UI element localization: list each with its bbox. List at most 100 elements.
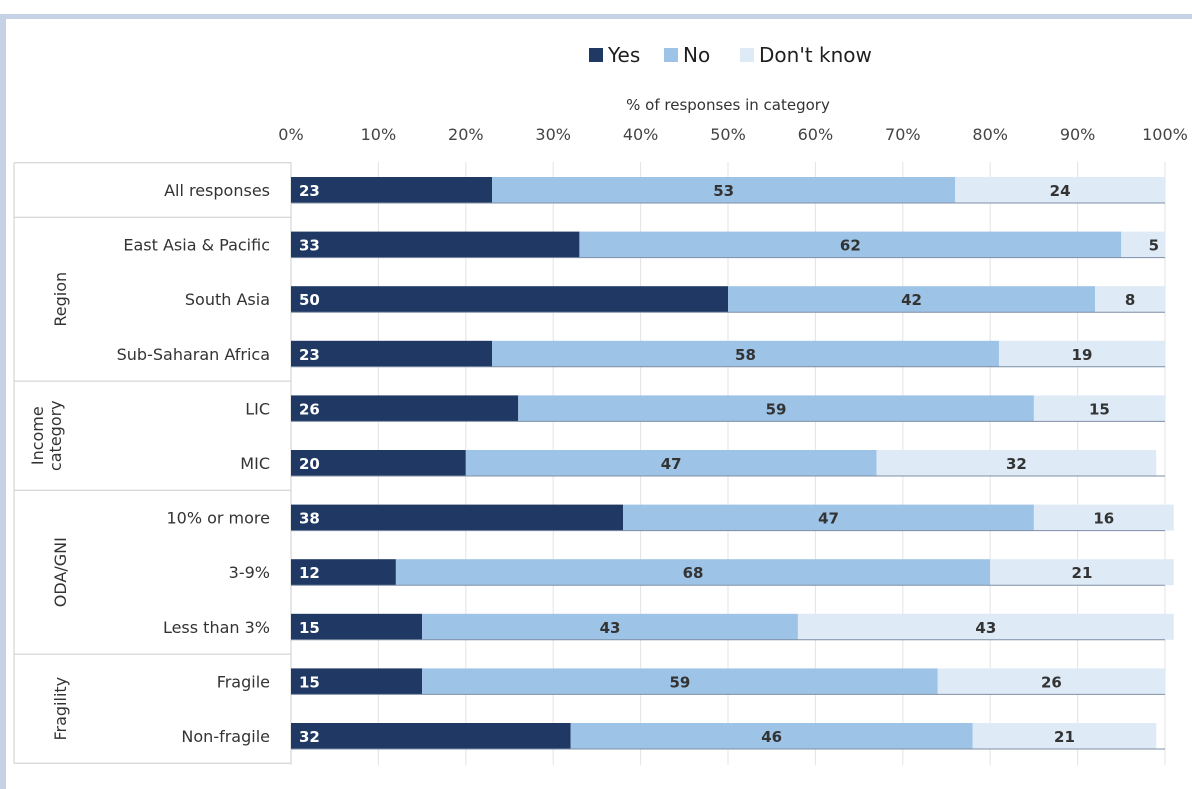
x-tick-label: 80% [972,125,1008,144]
group-label-3: ODA/GNI [51,537,70,607]
data-label: 21 [1072,564,1093,582]
data-label: 47 [818,510,839,528]
category-label: Non-fragile [181,727,270,746]
legend-label-yes: Yes [607,43,640,67]
data-label: 19 [1072,346,1093,364]
bar-segment-no [395,559,991,586]
group-label-4: Fragility [51,677,70,741]
legend-label-don-t-know: Don't know [759,43,872,67]
x-tick-label: 40% [623,125,659,144]
frame-left-border [0,14,6,789]
data-label: 43 [600,619,621,637]
data-label: 15 [299,673,320,691]
category-label: 3-9% [229,563,270,582]
data-label: 33 [299,237,320,255]
category-label: Sub-Saharan Africa [117,345,270,364]
data-label: 59 [669,673,690,691]
bar-segment-yes [291,340,493,367]
data-label: 23 [299,346,320,364]
bar-segment-don-t-know [876,450,1157,476]
data-label: 8 [1125,291,1135,309]
category-label: Fragile [217,672,270,691]
group-label-1: Region [51,272,70,327]
bar-segment-no [579,231,1122,258]
bar-segment-yes [291,177,493,203]
data-label: 58 [735,346,756,364]
group-label-2: Incomecategory [28,400,65,471]
x-tick-label: 10% [361,125,397,144]
legend-swatch-no [664,48,678,62]
data-label: 23 [299,182,320,200]
bar-segment-yes [291,559,396,586]
data-label: 21 [1054,728,1075,746]
bar-segment-yes [291,504,624,531]
bar-segment-no [422,613,798,640]
bar-segment-no [623,504,1034,531]
bar-segment-yes [291,723,571,749]
data-label: 53 [713,182,734,200]
bar-segment-don-t-know [972,723,1157,749]
x-tick-label: 30% [535,125,571,144]
bar-segment-don-t-know [998,340,1165,367]
data-label: 50 [299,291,320,309]
category-label: MIC [240,454,270,473]
bar-segment-don-t-know [1121,231,1165,258]
data-label: 20 [299,455,320,473]
category-label: All responses [164,181,270,200]
data-label: 26 [299,400,320,418]
bar-segment-no [465,450,877,476]
data-label: 32 [1006,455,1027,473]
bar-segment-no [570,723,973,749]
data-label: 24 [1050,182,1071,200]
category-label: 10% or more [166,509,270,528]
bar-segment-don-t-know [990,559,1174,586]
bar-segment-yes [291,613,423,640]
category-label: Less than 3% [163,618,270,637]
bar-segment-no [492,177,956,203]
legend-label-no: No [683,43,710,67]
group-label-line: Income [28,406,47,465]
data-label: 59 [766,400,787,418]
data-label: 16 [1093,510,1114,528]
legend-swatch-don-t-know [740,48,754,62]
category-label: East Asia & Pacific [123,236,270,255]
bar-segment-no [492,340,999,367]
data-label: 47 [661,455,682,473]
data-label: 38 [299,510,320,528]
data-label: 5 [1149,237,1159,255]
bar-segment-don-t-know [1033,504,1174,531]
category-label: LIC [245,399,270,418]
x-tick-label: 50% [710,125,746,144]
category-label: South Asia [185,290,270,309]
bar-segment-yes [291,450,466,476]
x-tick-label: 90% [1060,125,1096,144]
bar-segment-yes [291,395,519,422]
x-tick-label: 100% [1142,125,1188,144]
x-tick-label: 60% [798,125,834,144]
bar-segment-don-t-know [1095,286,1165,313]
data-label: 32 [299,728,320,746]
data-label: 62 [840,237,861,255]
bar-segment-yes [291,231,580,258]
x-tick-label: 70% [885,125,921,144]
x-tick-label: 20% [448,125,484,144]
bar-segment-don-t-know [1033,395,1165,422]
bar-segment-no [422,668,938,695]
bar-segment-don-t-know [937,668,1165,695]
data-label: 43 [975,619,996,637]
data-label: 12 [299,564,320,582]
bar-segment-no [728,286,1096,313]
data-label: 68 [683,564,704,582]
data-label: 15 [1089,400,1110,418]
bar-segment-yes [291,668,423,695]
data-label: 42 [901,291,922,309]
bar-segment-no [518,395,1034,422]
bar-segment-yes [291,286,728,313]
data-label: 46 [761,728,782,746]
legend-swatch-yes [589,48,603,62]
bar-segment-don-t-know [797,613,1174,640]
group-label-line: category [46,400,65,471]
x-axis-title: % of responses in category [626,96,830,114]
